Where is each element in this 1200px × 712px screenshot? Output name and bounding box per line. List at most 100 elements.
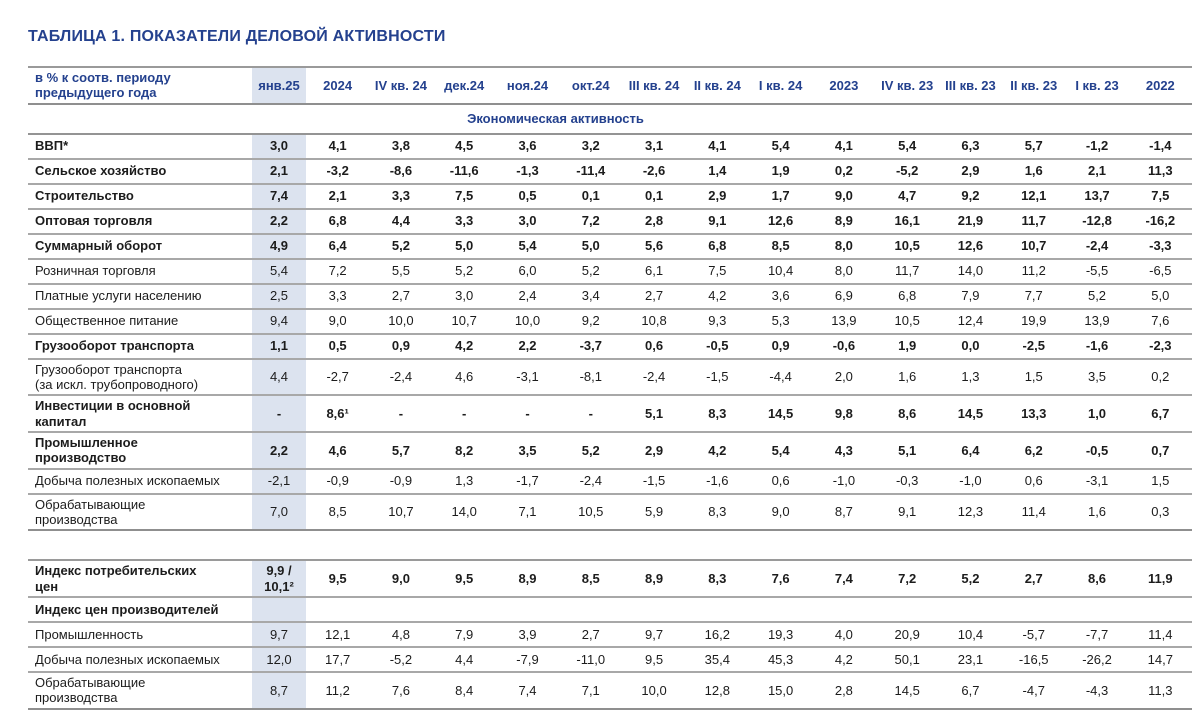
- value-cell: -: [252, 395, 306, 433]
- value-cell: 6,8: [306, 208, 370, 235]
- value-cell: 2,9: [685, 183, 749, 210]
- value-cell: 3,3: [306, 283, 370, 310]
- value-cell: -0,9: [369, 468, 433, 495]
- row-label: ВВП*: [28, 133, 252, 160]
- value-cell: [1065, 596, 1129, 623]
- value-cell: 10,7: [1002, 233, 1066, 260]
- value-cell: [622, 596, 686, 623]
- value-cell: -5,2: [369, 646, 433, 673]
- value-cell: 2,5: [252, 283, 306, 310]
- value-cell: -7,9: [495, 646, 560, 673]
- value-cell: 9,7: [252, 621, 306, 648]
- value-cell: 9,3: [685, 308, 749, 335]
- row-label: Добыча полезных ископаемых: [28, 646, 252, 673]
- value-cell: 6,8: [685, 233, 749, 260]
- value-cell: 9,0: [306, 308, 370, 335]
- value-cell: 5,5: [369, 258, 433, 285]
- column-header: II кв. 23: [1002, 66, 1066, 105]
- header-row: в % к соотв. периоду предыдущего года янв…: [28, 66, 1192, 105]
- value-cell: 6,8: [875, 283, 939, 310]
- table-row: Добыча полезных ископаемых -2,1 -0,9 -0,9 1,…: [28, 468, 1192, 495]
- value-cell: 8,6: [875, 395, 939, 433]
- column-header: окт.24: [559, 66, 623, 105]
- value-cell: -5,2: [875, 158, 939, 185]
- value-cell: [1002, 596, 1066, 623]
- table-row: Обрабатывающие производства 8,7 11,2 7,6 8,4…: [28, 671, 1192, 710]
- table-row: Сельское хозяйство 2,1 -3,2 -8,6 -11,6 -1,3 -1…: [28, 158, 1192, 185]
- value-cell: 9,1: [685, 208, 749, 235]
- row-label: Общественное питание: [28, 308, 252, 335]
- value-cell: 0,0: [938, 333, 1003, 360]
- value-cell: -2,1: [252, 468, 306, 495]
- value-cell: 45,3: [748, 646, 813, 673]
- value-cell: 3,0: [252, 133, 306, 160]
- value-cell: 4,1: [306, 133, 370, 160]
- unit-label: в % к соотв. периоду предыдущего года: [28, 66, 252, 105]
- table-row: Общественное питание 9,4 9,0 10,0 10,7 10,0 9,…: [28, 308, 1192, 335]
- value-cell: 50,1: [875, 646, 939, 673]
- value-cell: -1,4: [1128, 133, 1192, 160]
- value-cell: 5,2: [938, 559, 1003, 598]
- value-cell: 1,5: [1002, 358, 1066, 397]
- value-cell: 7,2: [559, 208, 623, 235]
- column-header: дек.24: [432, 66, 496, 105]
- value-cell: 7,9: [432, 621, 496, 648]
- value-cell: 6,4: [938, 431, 1003, 470]
- column-header: II кв. 24: [685, 66, 749, 105]
- value-cell: 3,9: [495, 621, 560, 648]
- value-cell: 14,7: [1128, 646, 1192, 673]
- value-cell: 6,9: [812, 283, 876, 310]
- value-cell: -3,1: [495, 358, 560, 397]
- value-cell: 7,1: [559, 671, 623, 710]
- value-cell: 2,7: [369, 283, 433, 310]
- value-cell: 6,4: [306, 233, 370, 260]
- value-cell: 8,0: [812, 233, 876, 260]
- value-cell: 5,1: [622, 395, 686, 433]
- value-cell: -11,0: [559, 646, 623, 673]
- value-cell: 12,1: [306, 621, 370, 648]
- value-cell: 10,5: [875, 308, 939, 335]
- value-cell: 9,9 / 10,1²: [252, 559, 306, 598]
- value-cell: 2,9: [938, 158, 1003, 185]
- value-cell: -1,2: [1065, 133, 1129, 160]
- table-row: Розничная торговля 5,4 7,2 5,5 5,2 6,0 5,2 6,1 7…: [28, 258, 1192, 285]
- value-cell: [812, 596, 876, 623]
- table-row: Индекс цен производителей: [28, 596, 1192, 623]
- value-cell: 4,2: [812, 646, 876, 673]
- value-cell: 7,4: [812, 559, 876, 598]
- section-title: Экономическая активность: [28, 103, 1192, 135]
- value-cell: 8,3: [685, 559, 749, 598]
- value-cell: 2,4: [495, 283, 560, 310]
- value-cell: 3,6: [495, 133, 560, 160]
- row-label: Суммарный оборот: [28, 233, 252, 260]
- value-cell: 14,0: [938, 258, 1003, 285]
- value-cell: 7,9: [938, 283, 1003, 310]
- value-cell: 8,6¹: [306, 395, 370, 433]
- table-body: Экономическая активность ВВП* 3,0 4,1 3,8 4,5…: [28, 103, 1192, 532]
- value-cell: 14,5: [875, 671, 939, 710]
- value-cell: 5,2: [369, 233, 433, 260]
- value-cell: 4,4: [252, 358, 306, 397]
- value-cell: 4,2: [685, 431, 749, 470]
- value-cell: 17,7: [306, 646, 370, 673]
- value-cell: 5,4: [748, 133, 813, 160]
- value-cell: 7,7: [1002, 283, 1066, 310]
- value-cell: 9,0: [369, 559, 433, 598]
- value-cell: 12,0: [252, 646, 306, 673]
- value-cell: -1,3: [495, 158, 560, 185]
- value-cell: 1,3: [938, 358, 1003, 397]
- column-header: I кв. 23: [1065, 66, 1129, 105]
- value-cell: 9,8: [812, 395, 876, 433]
- value-cell: 1,9: [748, 158, 813, 185]
- value-cell: 10,7: [432, 308, 496, 335]
- value-cell: -3,3: [1128, 233, 1192, 260]
- table-row: ВВП* 3,0 4,1 3,8 4,5 3,6 3,2 3,1 4,1 5,4 4,1 5,4 6,3…: [28, 133, 1192, 160]
- value-cell: -0,9: [306, 468, 370, 495]
- value-cell: 2,9: [622, 431, 686, 470]
- column-header: 2022: [1128, 66, 1192, 105]
- value-cell: 9,0: [812, 183, 876, 210]
- value-cell: -2,3: [1128, 333, 1192, 360]
- row-label: Строительство: [28, 183, 252, 210]
- value-cell: 3,0: [432, 283, 496, 310]
- row-label: Инвестиции в основной капитал: [28, 395, 252, 433]
